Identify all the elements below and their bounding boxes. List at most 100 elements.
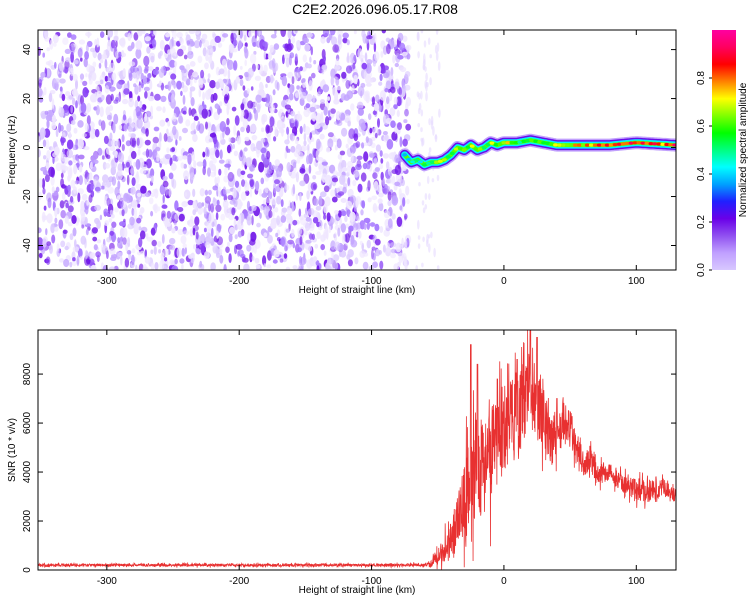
noise-blob xyxy=(150,55,155,63)
noise-blob xyxy=(152,69,159,76)
noise-blob xyxy=(351,84,355,94)
noise-blob xyxy=(389,107,396,117)
noise-blob xyxy=(47,68,51,77)
noise-blob xyxy=(378,81,383,86)
noise-blob xyxy=(375,94,380,103)
noise-blob xyxy=(72,227,77,237)
noise-blob xyxy=(365,136,369,144)
noise-blob xyxy=(397,122,402,131)
noise-blob xyxy=(281,207,288,213)
noise-blob xyxy=(327,110,331,117)
noise-blob xyxy=(366,35,373,40)
noise-blob xyxy=(308,246,313,252)
noise-blob xyxy=(66,123,72,133)
noise-blob xyxy=(390,67,394,77)
noise-blob xyxy=(114,207,119,213)
colorbar-gradient xyxy=(712,30,736,270)
noise-blob xyxy=(81,224,85,229)
noise-blob xyxy=(136,137,140,146)
noise-blob xyxy=(71,215,77,224)
noise-blob xyxy=(135,159,141,170)
noise-blob xyxy=(244,182,250,192)
noise-blob xyxy=(345,79,351,89)
noise-blob xyxy=(89,161,93,170)
noise-blob xyxy=(160,95,167,103)
noise-blob xyxy=(222,66,228,77)
noise-blob xyxy=(135,70,140,80)
noise-blob xyxy=(54,61,57,69)
noise-blob xyxy=(58,122,62,133)
noise-blob xyxy=(310,182,318,191)
noise-blob xyxy=(344,233,350,243)
noise-blob xyxy=(148,197,154,205)
noise-blob xyxy=(110,256,117,262)
noise-blob xyxy=(208,138,214,143)
noise-blob xyxy=(122,98,129,105)
noise-blob xyxy=(150,210,154,217)
noise-blob xyxy=(255,180,260,191)
noise-blob xyxy=(67,184,71,192)
noise-blob xyxy=(303,213,309,219)
noise-blob xyxy=(207,167,211,177)
noise-blob xyxy=(131,199,138,210)
noise-blob xyxy=(249,188,253,198)
noise-blob xyxy=(77,192,81,203)
noise-blob xyxy=(189,228,194,237)
noise-blob xyxy=(382,244,386,253)
noise-blob xyxy=(102,161,107,170)
noise-blob xyxy=(263,263,266,268)
noise-blob xyxy=(180,90,183,97)
noise-blob xyxy=(99,106,104,118)
noise-blob xyxy=(182,230,190,236)
noise-blob xyxy=(78,154,85,160)
noise-blob xyxy=(357,107,364,116)
noise-blob xyxy=(305,239,312,244)
noise-blob xyxy=(191,151,195,162)
noise-blob xyxy=(54,207,58,218)
noise-blob xyxy=(391,131,398,141)
noise-blob xyxy=(349,195,357,204)
signal-hotspot xyxy=(485,143,491,147)
noise-blob xyxy=(347,249,354,258)
noise-blob xyxy=(149,80,153,90)
noise-blob xyxy=(188,107,192,116)
noise-blob xyxy=(374,132,378,139)
noise-blob xyxy=(299,168,306,174)
noise-blob xyxy=(211,227,214,237)
noise-blob xyxy=(127,204,132,209)
signal-hotspot xyxy=(549,142,554,146)
noise-blob xyxy=(428,243,431,253)
noise-blob xyxy=(122,68,126,78)
noise-blob xyxy=(109,132,113,141)
noise-blob xyxy=(201,242,205,254)
noise-blob xyxy=(252,42,257,47)
noise-blob xyxy=(399,136,403,148)
noise-blob xyxy=(56,243,60,252)
noise-blob xyxy=(297,247,302,253)
noise-blob xyxy=(238,214,242,224)
noise-blob xyxy=(390,248,397,254)
noise-blob xyxy=(328,258,332,266)
noise-blob xyxy=(207,73,211,79)
noise-blob xyxy=(402,197,406,207)
noise-blob xyxy=(312,94,316,104)
noise-blob xyxy=(250,143,256,152)
noise-blob xyxy=(247,100,254,109)
noise-blob xyxy=(123,88,130,95)
noise-blob xyxy=(179,258,185,264)
noise-blob xyxy=(49,244,53,254)
noise-blob xyxy=(330,76,334,86)
noise-blob xyxy=(286,43,292,53)
y-tick-label: 6000 xyxy=(22,412,33,435)
noise-blob xyxy=(397,261,401,267)
noise-blob xyxy=(242,118,248,129)
noise-blob xyxy=(115,50,119,58)
noise-blob xyxy=(267,234,273,244)
noise-blob xyxy=(212,197,216,203)
noise-blob xyxy=(106,147,110,155)
noise-blob xyxy=(38,135,41,140)
noise-blob xyxy=(261,153,265,162)
noise-blob xyxy=(119,236,124,242)
noise-blob xyxy=(116,170,123,181)
